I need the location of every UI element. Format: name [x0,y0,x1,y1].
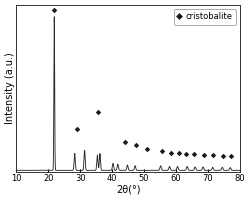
Legend: cristobalite: cristobalite [174,9,236,25]
Y-axis label: Intensity (a.u.): Intensity (a.u.) [5,53,15,125]
X-axis label: 2θ(°): 2θ(°) [116,184,140,194]
